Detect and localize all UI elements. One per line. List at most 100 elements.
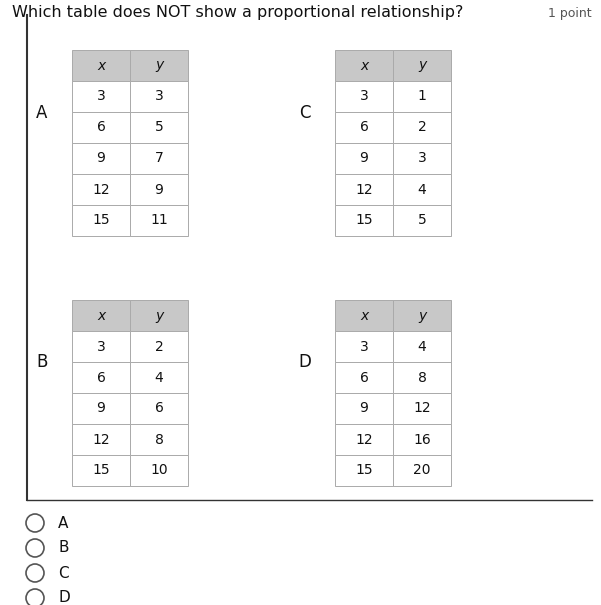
Bar [72,393,130,424]
Text: 12: 12 [355,183,373,197]
Text: A: A [36,104,47,122]
Text: 4: 4 [154,370,163,385]
Bar [72,50,130,81]
Bar [72,424,130,455]
Text: 5: 5 [154,120,163,134]
Text: 3: 3 [418,151,426,166]
Bar [393,81,451,112]
Text: 9: 9 [97,402,105,416]
Bar [130,174,188,205]
Bar [72,205,130,236]
Bar [130,112,188,143]
Text: 15: 15 [355,214,373,227]
Text: C: C [299,104,311,122]
Text: A: A [58,515,69,531]
Text: C: C [58,566,69,581]
Bar [72,331,130,362]
Text: 3: 3 [97,90,105,103]
Text: 10: 10 [150,463,168,477]
Bar [130,424,188,455]
Text: 8: 8 [418,370,427,385]
Text: x: x [97,59,105,73]
Text: y: y [155,59,163,73]
Bar [393,112,451,143]
Bar [130,205,188,236]
Text: 15: 15 [355,463,373,477]
Text: 12: 12 [413,402,431,416]
Bar [393,362,451,393]
Text: 20: 20 [413,463,431,477]
Bar [335,143,393,174]
Bar [335,81,393,112]
Bar [393,331,451,362]
Bar [335,300,393,331]
Text: 6: 6 [97,120,105,134]
Text: D: D [299,353,311,371]
Bar [335,50,393,81]
Text: 8: 8 [154,433,163,446]
Text: 9: 9 [97,151,105,166]
Text: B: B [58,540,69,555]
Bar [335,205,393,236]
Bar [393,143,451,174]
Text: 1: 1 [418,90,427,103]
Text: 15: 15 [92,463,110,477]
Bar [130,81,188,112]
Bar [335,455,393,486]
Text: 12: 12 [355,433,373,446]
Bar [393,455,451,486]
Bar [130,362,188,393]
Text: y: y [155,309,163,322]
Text: 16: 16 [413,433,431,446]
Text: B: B [36,353,47,371]
Bar [393,174,451,205]
Text: 7: 7 [154,151,163,166]
Bar [393,424,451,455]
Text: 6: 6 [97,370,105,385]
Text: D: D [58,590,70,605]
Text: x: x [97,309,105,322]
Text: 6: 6 [154,402,163,416]
Text: 5: 5 [418,214,426,227]
Bar [72,300,130,331]
Text: 6: 6 [359,370,368,385]
Text: y: y [418,59,426,73]
Bar [130,455,188,486]
Bar [335,112,393,143]
Bar [393,393,451,424]
Bar [72,362,130,393]
Bar [130,300,188,331]
Text: 1 point: 1 point [548,7,592,20]
Bar [393,50,451,81]
Bar [130,331,188,362]
Bar [72,81,130,112]
Text: 6: 6 [359,120,368,134]
Text: 2: 2 [154,339,163,353]
Bar [335,362,393,393]
Text: Which table does NOT show a proportional relationship?: Which table does NOT show a proportional… [12,5,463,20]
Bar [130,143,188,174]
Bar [72,455,130,486]
Bar [393,300,451,331]
Bar [393,205,451,236]
Text: y: y [418,309,426,322]
Text: 9: 9 [359,402,368,416]
Text: 9: 9 [359,151,368,166]
Bar [72,143,130,174]
Bar [130,393,188,424]
Bar [130,50,188,81]
Text: 15: 15 [92,214,110,227]
Bar [335,174,393,205]
Bar [335,393,393,424]
Text: 2: 2 [418,120,426,134]
Text: 11: 11 [150,214,168,227]
Bar [72,174,130,205]
Text: 3: 3 [359,339,368,353]
Text: 3: 3 [154,90,163,103]
Text: 9: 9 [154,183,163,197]
Text: 4: 4 [418,339,426,353]
Text: 12: 12 [92,433,110,446]
Text: 3: 3 [97,339,105,353]
Text: 3: 3 [359,90,368,103]
Text: 4: 4 [418,183,426,197]
